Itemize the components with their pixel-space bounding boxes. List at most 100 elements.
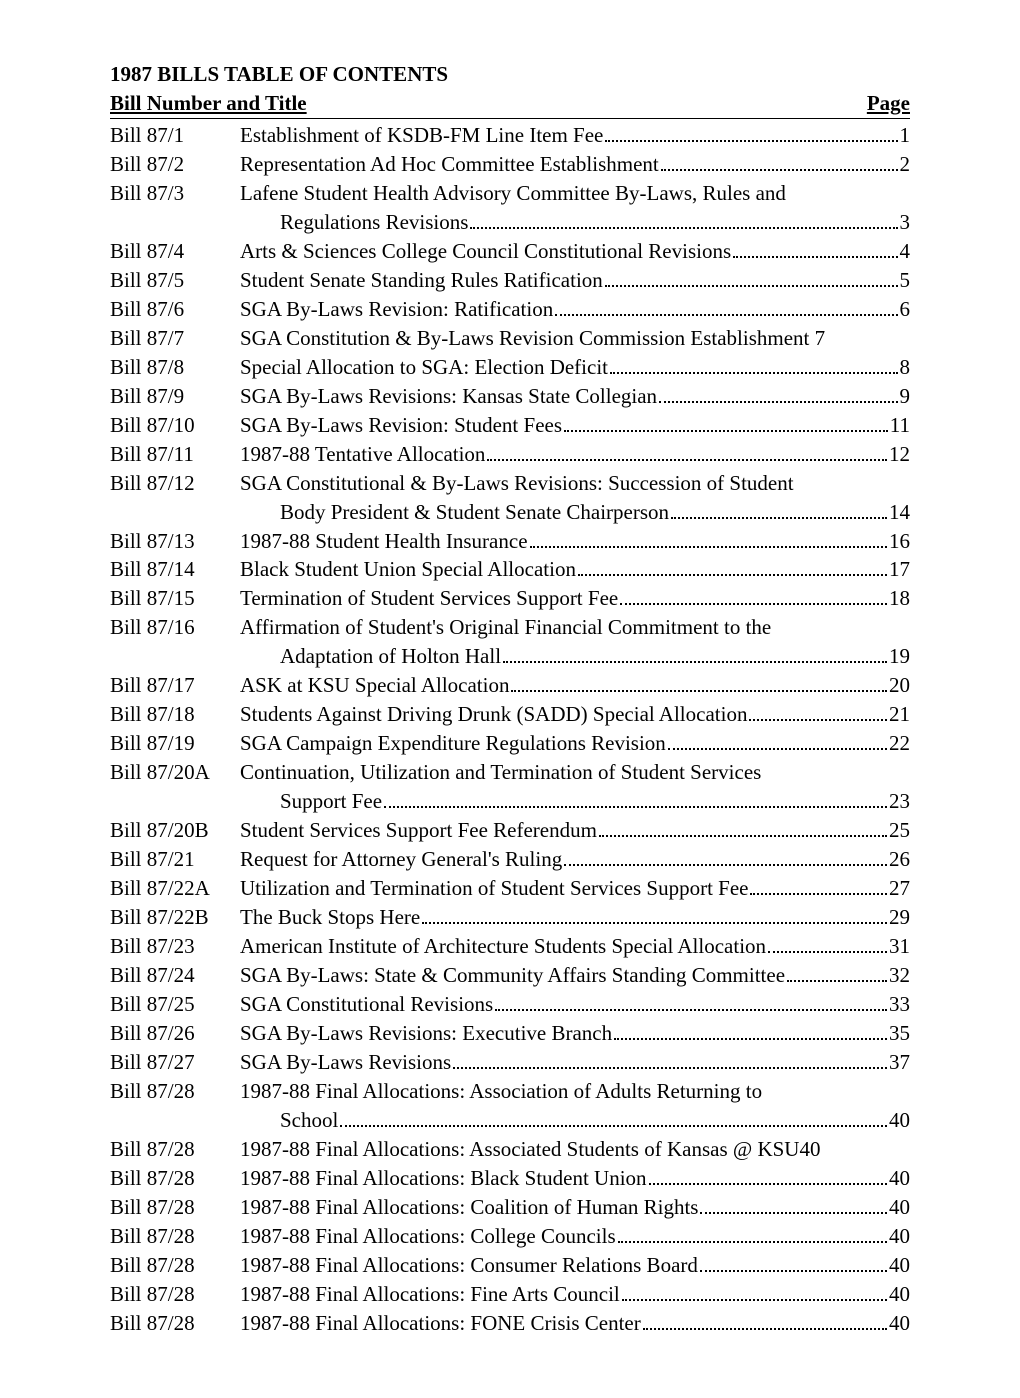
bill-number: Bill 87/11: [110, 440, 240, 469]
bill-entry: Students Against Driving Drunk (SADD) Sp…: [240, 700, 910, 729]
bill-title-line: Body President & Student Senate Chairper…: [240, 498, 910, 527]
bill-number: Bill 87/22B: [110, 903, 240, 932]
bill-title-text: SGA Constitutional Revisions: [240, 990, 493, 1019]
bill-entry: 1987-88 Final Allocations: Black Student…: [240, 1164, 910, 1193]
bill-number: Bill 87/17: [110, 671, 240, 700]
bill-entry: Black Student Union Special Allocation17: [240, 555, 910, 584]
bill-title-line: 1987-88 Tentative Allocation12: [240, 440, 910, 469]
page-number: 32: [889, 961, 910, 990]
bill-number: Bill 87/26: [110, 1019, 240, 1048]
bill-title-line: 1987-88 Final Allocations: Consumer Rela…: [240, 1251, 910, 1280]
bill-number: Bill 87/4: [110, 237, 240, 266]
bill-title-text: SGA Constitutional & By-Laws Revisions: …: [240, 469, 794, 498]
toc-row: Bill 87/26SGA By-Laws Revisions: Executi…: [110, 1019, 910, 1048]
page-number: 40: [889, 1193, 910, 1222]
bill-title-text: 1987-88 Final Allocations: Coalition of …: [240, 1193, 698, 1222]
page-number: 3: [900, 208, 911, 237]
bill-number: Bill 87/10: [110, 411, 240, 440]
bill-title-text: Special Allocation to SGA: Election Defi…: [240, 353, 608, 382]
leader-dots: [659, 383, 897, 403]
bill-number: Bill 87/18: [110, 700, 240, 729]
leader-dots: [384, 788, 887, 808]
bill-title-line: 1987-88 Final Allocations: Associated St…: [240, 1135, 910, 1164]
toc-row: Bill 87/281987-88 Final Allocations: FON…: [110, 1309, 910, 1338]
bill-number: Bill 87/19: [110, 729, 240, 758]
leader-dots: [503, 644, 887, 664]
toc-row: Bill 87/281987-88 Final Allocations: Bla…: [110, 1164, 910, 1193]
toc-row: Bill 87/22BThe Buck Stops Here29: [110, 903, 910, 932]
leader-dots: [700, 1194, 887, 1214]
bill-title-text: SGA By-Laws: State & Community Affairs S…: [240, 961, 785, 990]
bill-number: Bill 87/28: [110, 1193, 240, 1222]
bill-title-text: 1987-88 Final Allocations: Black Student…: [240, 1164, 647, 1193]
bill-title-line: Representation Ad Hoc Committee Establis…: [240, 150, 910, 179]
bill-title-line: Black Student Union Special Allocation17: [240, 555, 910, 584]
col-header-left: Bill Number and Title: [110, 89, 307, 118]
page-number: 40: [889, 1106, 910, 1135]
bill-entry: SGA By-Laws Revision: Ratification6: [240, 295, 910, 324]
bill-title-line: Support Fee23: [240, 787, 910, 816]
bill-number: Bill 87/3: [110, 179, 240, 208]
bill-title-text: 1987-88 Final Allocations: FONE Crisis C…: [240, 1309, 641, 1338]
bill-title-line: 1987-88 Final Allocations: Fine Arts Cou…: [240, 1280, 910, 1309]
bill-title-text: Termination of Student Services Support …: [240, 584, 618, 613]
leader-dots: [564, 412, 888, 432]
page-number: 40: [889, 1280, 910, 1309]
bill-title-line: American Institute of Architecture Stude…: [240, 932, 910, 961]
page-number: 37: [889, 1048, 910, 1077]
bill-number: Bill 87/28: [110, 1309, 240, 1338]
bill-entry: Affirmation of Student's Original Financ…: [240, 613, 910, 671]
bill-title-text: ASK at KSU Special Allocation: [240, 671, 509, 700]
bill-entry: SGA Constitution & By-Laws Revision Comm…: [240, 324, 910, 353]
page-number: 25: [889, 816, 910, 845]
page-number: 6: [900, 295, 911, 324]
leader-dots: [599, 817, 887, 837]
bill-title-line: SGA Constitutional & By-Laws Revisions: …: [240, 469, 910, 498]
leader-dots: [605, 122, 897, 142]
page-number: 33: [889, 990, 910, 1019]
bill-title-text: 1987-88 Final Allocations: Association o…: [240, 1077, 762, 1106]
bill-title-line: SGA By-Laws Revisions: Executive Branch3…: [240, 1019, 910, 1048]
bill-entry: SGA Constitutional & By-Laws Revisions: …: [240, 469, 910, 527]
bill-title-line: Students Against Driving Drunk (SADD) Sp…: [240, 700, 910, 729]
page-number: 29: [889, 903, 910, 932]
page-number: 20: [889, 671, 910, 700]
bill-entry: Representation Ad Hoc Committee Establis…: [240, 150, 910, 179]
toc-row: Bill 87/15Termination of Student Service…: [110, 584, 910, 613]
page-number: 12: [889, 440, 910, 469]
bill-title-text: 1987-88 Final Allocations: Associated St…: [240, 1135, 820, 1164]
bill-entry: Arts & Sciences College Council Constitu…: [240, 237, 910, 266]
bill-number: Bill 87/22A: [110, 874, 240, 903]
bill-title-text: SGA By-Laws Revisions: [240, 1048, 451, 1077]
toc-row: Bill 87/5Student Senate Standing Rules R…: [110, 266, 910, 295]
page-number: 26: [889, 845, 910, 874]
bill-entry: 1987-88 Tentative Allocation12: [240, 440, 910, 469]
bill-title-text: Support Fee: [280, 787, 382, 816]
leader-dots: [453, 1049, 887, 1069]
bill-title-text: Continuation, Utilization and Terminatio…: [240, 758, 761, 787]
col-header-right: Page: [867, 89, 910, 118]
bill-entry: Student Services Support Fee Referendum2…: [240, 816, 910, 845]
toc-row: Bill 87/17ASK at KSU Special Allocation 2…: [110, 671, 910, 700]
leader-dots: [661, 151, 898, 171]
bill-entry: 1987-88 Student Health Insurance16: [240, 527, 910, 556]
bill-entry: SGA Campaign Expenditure Regulations Rev…: [240, 729, 910, 758]
toc-row: Bill 87/20BStudent Services Support Fee …: [110, 816, 910, 845]
page-number: 9: [900, 382, 911, 411]
bill-title-line: SGA Constitution & By-Laws Revision Comm…: [240, 324, 910, 353]
page-number: 27: [889, 874, 910, 903]
bill-title-text: Lafene Student Health Advisory Committee…: [240, 179, 786, 208]
toc-row: Bill 87/24SGA By-Laws: State & Community…: [110, 961, 910, 990]
leader-dots: [668, 730, 887, 750]
bill-title-text: Affirmation of Student's Original Financ…: [240, 613, 771, 642]
bill-entry: The Buck Stops Here29: [240, 903, 910, 932]
page-number: 4: [900, 237, 911, 266]
bill-title-text: American Institute of Architecture Stude…: [240, 932, 766, 961]
page-number: 11: [890, 411, 910, 440]
bill-title-text: School: [280, 1106, 338, 1135]
leader-dots: [750, 875, 887, 895]
toc-row: Bill 87/281987-88 Final Allocations: Con…: [110, 1251, 910, 1280]
leader-dots: [700, 1252, 887, 1272]
toc-row: Bill 87/19SGA Campaign Expenditure Regul…: [110, 729, 910, 758]
toc-row: Bill 87/281987-88 Final Allocations: Col…: [110, 1222, 910, 1251]
